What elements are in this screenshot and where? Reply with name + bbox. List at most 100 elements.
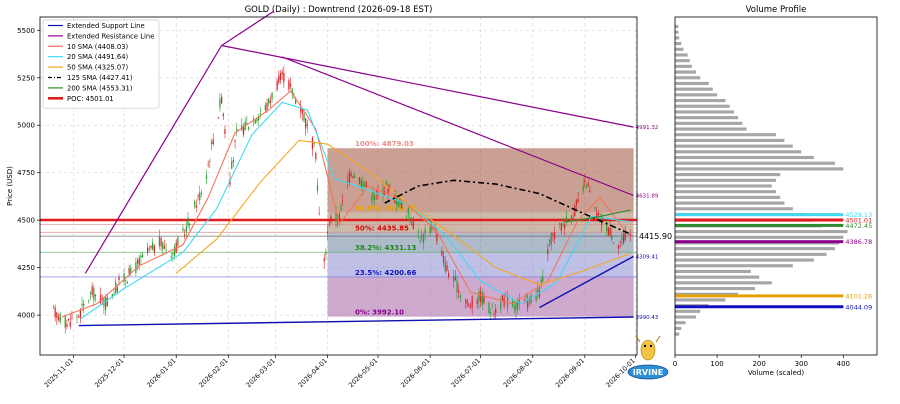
vp-bar <box>675 116 739 120</box>
candle-body <box>417 231 420 233</box>
candle-body <box>456 280 458 293</box>
candle-body <box>170 256 172 258</box>
candle-body <box>152 242 154 250</box>
candle-body <box>69 321 71 327</box>
vp-bar <box>675 309 701 313</box>
legend-label: POC: 4501.01 <box>67 95 114 103</box>
candle-body <box>130 268 132 274</box>
vp-bar <box>675 104 730 108</box>
candle-body <box>91 286 93 295</box>
vp-bars <box>675 24 848 336</box>
vp-bar <box>675 264 793 268</box>
vp-bar <box>675 161 835 165</box>
y-tick-label: 5000 <box>17 122 35 130</box>
candle-body <box>397 200 399 206</box>
candle-body <box>146 247 149 253</box>
x-tick-label: 2026-02-01 <box>197 357 229 389</box>
vp-bar <box>675 275 760 279</box>
vp-title: Volume Profile <box>746 5 807 15</box>
vp-level-label: 4044.09 <box>845 303 872 311</box>
chart-title: GOLD (Daily) : Downtrend (2026-09-18 EST… <box>245 5 433 15</box>
trend-lines: 3990.43 4309.41 4991.32 4631.89 <box>78 10 659 327</box>
fib-zone <box>327 212 634 233</box>
sma-lines <box>61 90 631 320</box>
vp-x-tick-label: 400 <box>837 360 850 368</box>
candle-body <box>458 290 460 293</box>
vp-bar <box>675 70 697 74</box>
line-end-label: 4991.32 <box>636 125 659 131</box>
candle-body <box>148 248 150 250</box>
candle-body <box>175 241 177 253</box>
candle-body <box>172 252 174 255</box>
candle-body <box>422 234 425 244</box>
y-tick-label: 5250 <box>17 74 35 82</box>
candle-body <box>500 302 502 310</box>
candles <box>52 66 631 334</box>
vp-bar <box>675 252 827 256</box>
candle-body <box>135 262 137 273</box>
vp-bar <box>675 235 844 239</box>
candle-body <box>283 72 285 83</box>
candle-body <box>412 219 414 230</box>
candle-body <box>66 323 68 327</box>
candle-body <box>372 192 374 200</box>
candle-body <box>278 75 280 83</box>
candle-body <box>358 177 361 184</box>
candle-body <box>535 295 537 301</box>
candle-body <box>552 234 554 236</box>
candle-body <box>490 312 492 314</box>
vp-bar <box>675 138 785 142</box>
candle-body <box>468 303 470 306</box>
candle-body <box>138 258 140 265</box>
candle-body <box>163 245 166 249</box>
candle-body <box>271 92 273 100</box>
vp-bar <box>675 155 814 160</box>
candle-body <box>564 224 566 229</box>
candle-body <box>264 105 266 111</box>
vp-bar <box>675 24 679 29</box>
vp-bar <box>675 167 844 171</box>
legend-label: 20 SMA (4491.64) <box>67 53 129 61</box>
vp-bar <box>675 298 726 302</box>
fibonacci-labels: 100%: 4879.03 61.8%: 4540.25 50%: 4435.85 3… <box>355 140 417 316</box>
x-tick-label: 2026-04-01 <box>297 357 329 389</box>
candle-body <box>434 227 436 229</box>
candle-body <box>594 207 596 209</box>
line-end-label: 4309.41 <box>636 254 659 260</box>
candle-body <box>231 161 233 169</box>
candle-body <box>606 222 608 231</box>
candle-body <box>64 316 66 328</box>
candle-body <box>113 294 115 295</box>
candle-body <box>222 113 224 117</box>
candle-body <box>217 116 219 118</box>
candle-body <box>513 306 515 310</box>
candle-body <box>622 233 625 244</box>
candle-body <box>328 224 330 226</box>
candle-body <box>197 195 199 197</box>
candle-body <box>293 94 295 96</box>
candle-body <box>99 294 102 304</box>
candle-body <box>495 308 497 313</box>
candle-body <box>560 223 562 231</box>
vp-bar <box>675 321 686 325</box>
candle-body <box>469 306 472 309</box>
candle-body <box>407 208 409 214</box>
vp-x-tick-label: 200 <box>752 360 765 368</box>
candle-body <box>276 80 278 90</box>
candle-body <box>501 295 504 301</box>
sma-line <box>80 101 631 320</box>
vp-bar <box>675 230 848 234</box>
logo-eye <box>643 344 647 348</box>
candle-body <box>83 303 85 306</box>
candle-body <box>79 309 81 318</box>
candle-body <box>268 98 270 104</box>
candle-body <box>116 287 118 292</box>
candle-body <box>177 237 179 246</box>
legend-label: Extended Resistance Line <box>67 32 154 40</box>
candle-body <box>421 235 423 237</box>
candle-body <box>483 295 485 304</box>
candle-body <box>59 314 61 323</box>
candle-body <box>385 181 388 185</box>
